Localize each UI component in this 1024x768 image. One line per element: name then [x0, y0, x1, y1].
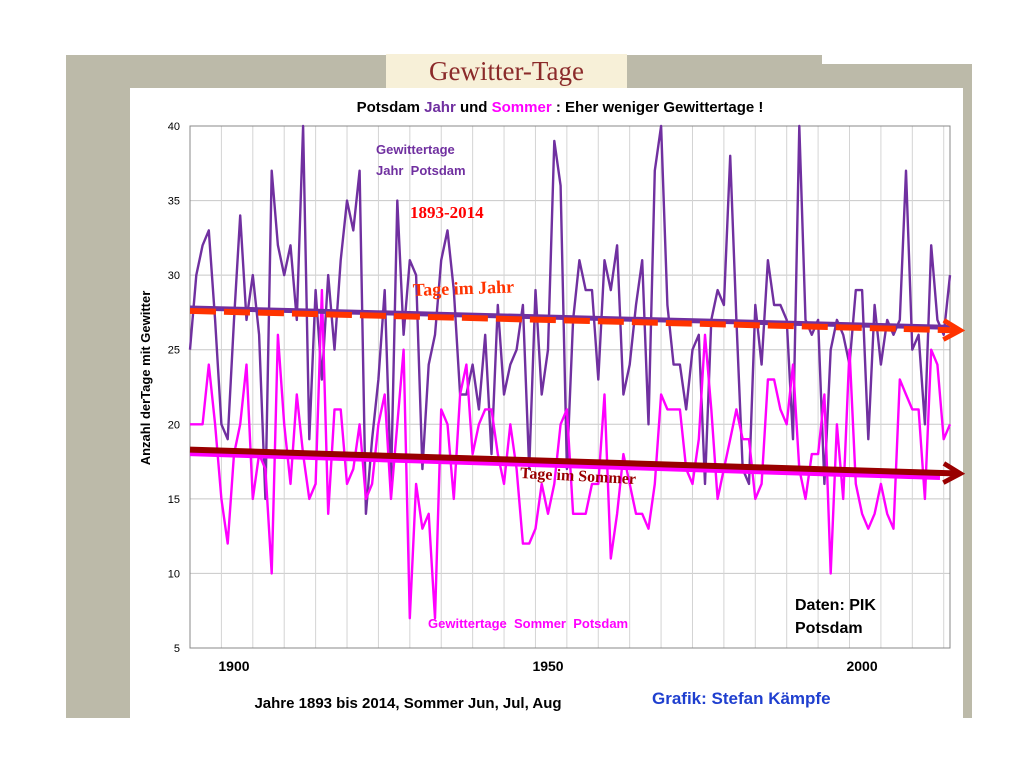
y-tick-label: 40 — [168, 121, 180, 133]
chart-title-part: Potsdam — [357, 99, 425, 116]
series-line-jahr — [188, 124, 952, 515]
axes: 5 10 15 20 25 30 35 40 1900 1950 2000 — [168, 121, 951, 674]
annotation-grafik: Grafik: Stefan Kämpfe — [652, 689, 831, 708]
y-tick-label: 35 — [168, 196, 180, 208]
chart-title-part: Sommer — [492, 99, 552, 116]
y-tick-label: 30 — [168, 270, 180, 282]
trend-line-sommer-underlay — [189, 451, 941, 481]
annotation-daten-line1: Daten: PIK — [795, 597, 876, 614]
trend-label-sommer: Tage im Sommer — [520, 465, 637, 488]
trend-label-jahr: Tage im Jahr — [412, 276, 514, 300]
annotation-period: 1893-2014 — [410, 203, 484, 222]
trend-arrow-jahr — [189, 307, 966, 342]
plot-frame — [189, 125, 951, 649]
x-tick-label: 1950 — [532, 658, 563, 674]
y-tick-label: 5 — [174, 643, 180, 655]
x-tick-label: 2000 — [846, 658, 877, 674]
annotation-jahr-line2: Jahr Potsdam — [376, 163, 466, 178]
chart-title: Potsdam Jahr und Sommer : Eher weniger G… — [357, 99, 764, 116]
x-tick-label: 1900 — [218, 658, 249, 674]
y-tick-label: 20 — [168, 419, 180, 431]
trend-arrows — [189, 305, 966, 485]
chart-title-part: Jahr — [424, 99, 456, 116]
y-tick-label: 25 — [168, 345, 180, 357]
series — [188, 124, 952, 620]
chart-title-part: : Eher weniger Gewittertage ! — [552, 99, 764, 116]
x-axis-label: Jahre 1893 bis 2014, Sommer Jun, Jul, Au… — [254, 695, 561, 712]
slide-top-band — [822, 55, 972, 64]
y-tick-label: 15 — [168, 494, 180, 506]
annotation-sommer: Gewittertage Sommer Potsdam — [428, 616, 628, 631]
annotation-daten-line2: Potsdam — [795, 620, 863, 637]
y-axis-label: Anzahl derTage mit Gewitter — [138, 291, 153, 466]
y-tick-label: 10 — [168, 568, 180, 580]
chart-title-part: und — [456, 99, 492, 116]
trend-arrow-sommer — [189, 446, 966, 485]
slide-title-box — [386, 54, 627, 91]
slide-title: Gewitter-Tage — [429, 56, 584, 86]
annotation-jahr-line1: Gewittertage — [376, 142, 455, 157]
